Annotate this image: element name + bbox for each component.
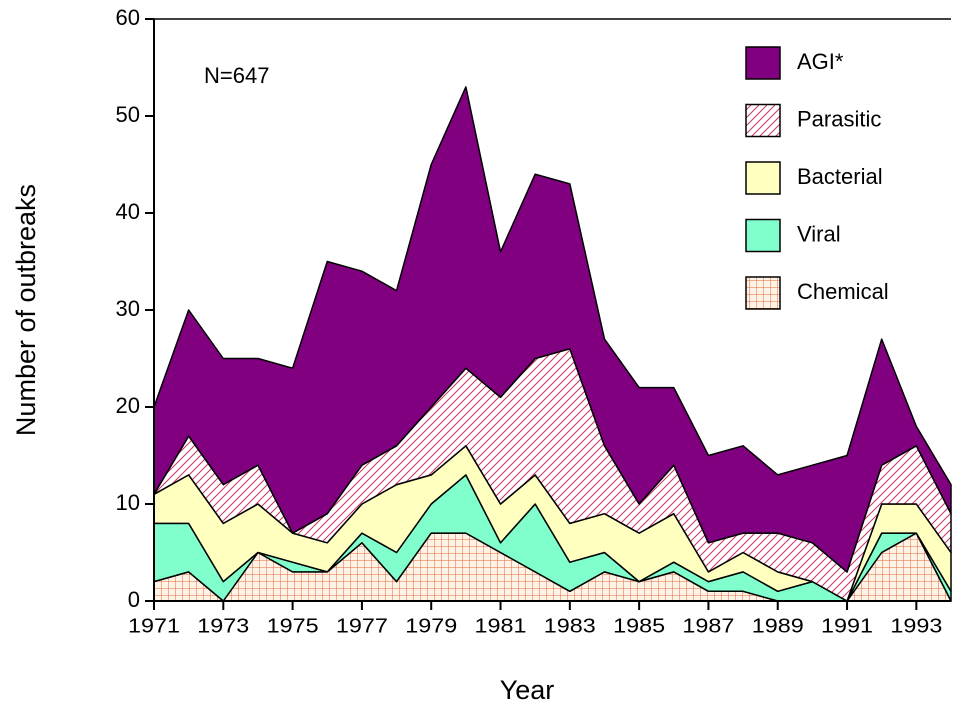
legend-label: Parasitic <box>797 106 881 131</box>
x-tick-label: 1977 <box>336 615 388 637</box>
x-tick-label: 1975 <box>267 615 319 637</box>
legend-label: Viral <box>797 221 841 246</box>
y-tick-label: 40 <box>116 199 140 224</box>
legend-label: AGI* <box>797 49 844 74</box>
y-axis-label: Number of outbreaks <box>11 184 41 436</box>
x-axis-label: Year <box>500 675 555 705</box>
y-tick-label: 30 <box>116 296 140 321</box>
y-tick-label: 20 <box>116 393 140 418</box>
legend-label: Chemical <box>797 279 889 304</box>
legend-swatch <box>745 276 781 310</box>
x-tick-label: 1991 <box>821 615 873 637</box>
legend-swatch <box>745 161 781 195</box>
x-tick-label: 1987 <box>682 615 734 637</box>
legend-swatch <box>745 103 781 138</box>
y-tick-label: 0 <box>128 587 140 612</box>
y-tick-label: 60 <box>116 5 140 30</box>
x-tick-label: 1993 <box>890 615 942 637</box>
area <box>153 86 952 573</box>
y-tick-label: 10 <box>116 490 140 515</box>
annotation: N=647 <box>204 63 269 88</box>
x-tick-label: 1971 <box>128 615 180 637</box>
x-tick-label: 1973 <box>197 615 249 637</box>
x-tick-label: 1981 <box>475 615 527 637</box>
legend-swatch <box>745 46 781 80</box>
x-tick-label: 1983 <box>544 615 596 637</box>
x-tick-label: 1979 <box>405 615 457 637</box>
legend-label: Bacterial <box>797 164 883 189</box>
x-tick-label: 1985 <box>613 615 665 637</box>
legend-swatch <box>745 218 781 253</box>
x-tick-label: 1989 <box>752 615 804 637</box>
y-tick-label: 50 <box>116 102 140 127</box>
